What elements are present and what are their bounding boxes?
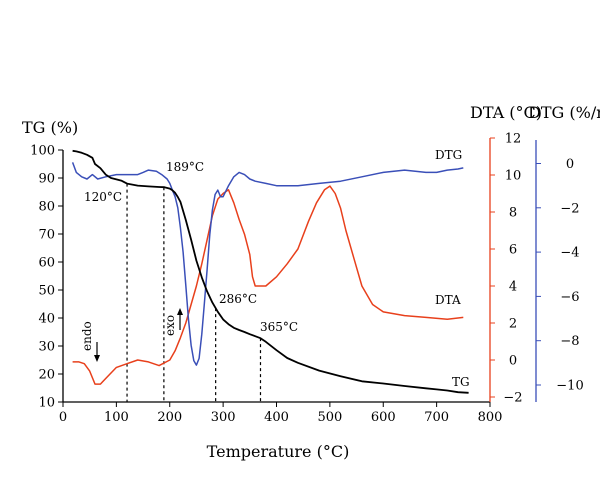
tg-tick-label: 10 <box>38 396 55 411</box>
dta-tick-label: 6 <box>509 243 517 258</box>
endo-label: endo <box>80 321 94 351</box>
x-tick-label: 400 <box>264 410 289 425</box>
dtg-tick-label: −6 <box>560 290 579 305</box>
tg-tick-label: 60 <box>38 256 55 271</box>
exo-marker: exo <box>163 308 183 336</box>
series-group <box>71 149 469 394</box>
tg-tick-label: 30 <box>38 340 55 355</box>
endo-marker: endo <box>80 321 100 362</box>
x-axis-title: Temperature (°C) <box>207 442 350 461</box>
annotation-120: 120°C <box>84 190 122 204</box>
series-line-dtg <box>71 162 464 366</box>
dta-tick-label: 0 <box>509 354 517 369</box>
dtg-tick-label: −10 <box>556 379 583 394</box>
series-line-dta <box>72 185 464 385</box>
dta-tick-label: 4 <box>509 280 517 295</box>
dta-tick-label: −2 <box>503 391 522 406</box>
x-tick-label: 800 <box>478 410 503 425</box>
dta-tick-label: 10 <box>505 169 522 184</box>
series-label-dtg: DTG <box>435 148 462 162</box>
exo-arrow-head <box>177 308 183 315</box>
tg-tick-label: 50 <box>38 284 55 299</box>
annotation-286: 286°C <box>219 292 257 306</box>
dtg-tick-label: −2 <box>560 201 579 216</box>
tg-tick-label: 40 <box>38 312 55 327</box>
dtg-tick-label: −8 <box>560 334 579 349</box>
series-label-dta: DTA <box>435 293 461 307</box>
tg-axis-title: TG (%) <box>22 118 78 137</box>
x-tick-label: 300 <box>211 410 236 425</box>
tg-tick-label: 20 <box>38 368 55 383</box>
tg-tick-label: 70 <box>38 228 55 243</box>
dta-tick-label: 2 <box>509 317 517 332</box>
x-tick-label: 100 <box>104 410 129 425</box>
series-line-tg <box>72 149 469 394</box>
x-tick-label: 200 <box>157 410 182 425</box>
tg-tick-label: 90 <box>38 172 55 187</box>
temperature-marker-lines <box>126 183 262 402</box>
dtg-tick-label: −4 <box>560 246 579 261</box>
series-label-tg: TG <box>452 375 470 389</box>
labels-group: TG (%) DTA (°C) DTG (%/min) Temperature … <box>22 103 600 461</box>
annotation-365: 365°C <box>260 320 298 334</box>
dta-tick-label: 12 <box>505 132 522 147</box>
axes-group: 0 100 200 300 400 500 600 700 800102030405060708… <box>30 132 584 426</box>
dta-tick-label: 8 <box>509 206 517 221</box>
tg-tick-label: 100 <box>30 144 55 159</box>
dta-axis-title: DTA (°C) <box>470 103 542 122</box>
dtg-tick-label: 0 <box>566 157 574 172</box>
x-tick-label: 500 <box>317 410 342 425</box>
annotation-189: 189°C <box>166 160 204 174</box>
endo-arrow-head <box>94 355 100 362</box>
exo-label: exo <box>163 315 177 336</box>
x-tick-label: 700 <box>424 410 449 425</box>
dtg-axis-title: DTG (%/min) <box>528 103 600 122</box>
x-tick-label: 0 <box>59 410 67 425</box>
tg-tick-label: 80 <box>38 200 55 215</box>
x-tick-label: 600 <box>371 410 396 425</box>
